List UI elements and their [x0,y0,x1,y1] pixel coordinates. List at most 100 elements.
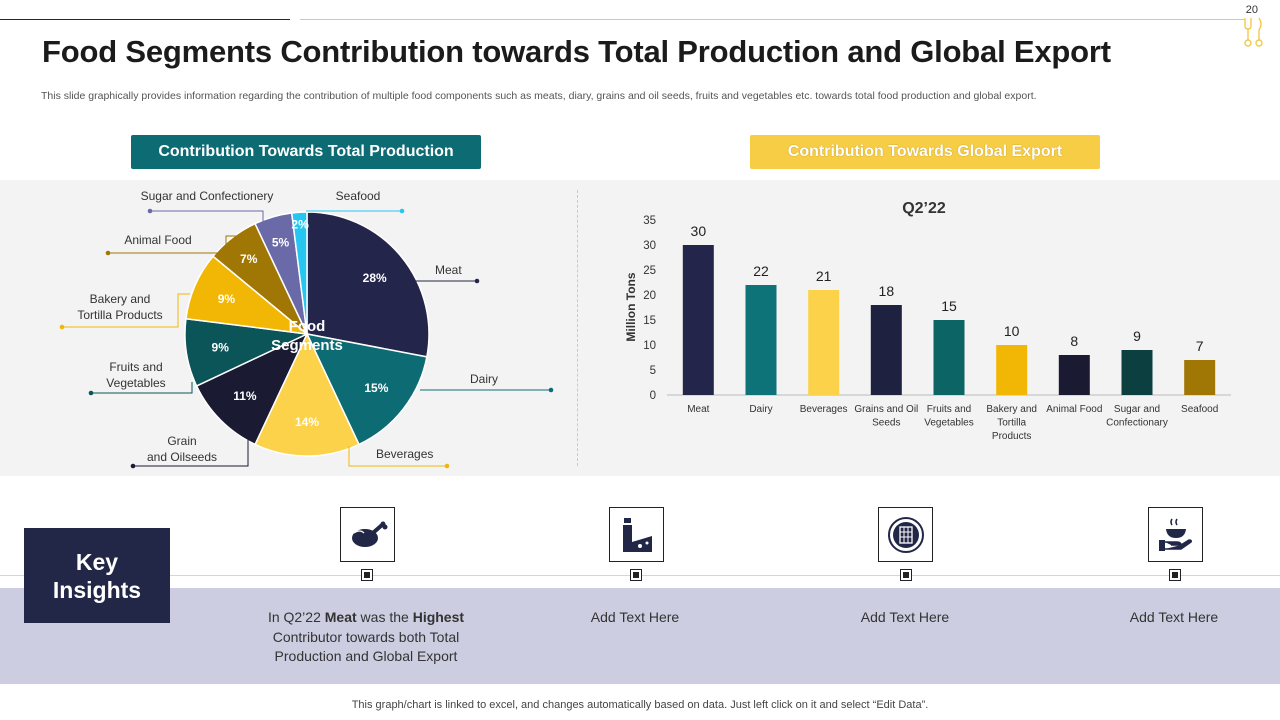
x-tick-label: Products [992,431,1031,442]
food-tin-icon-box [878,507,933,562]
insight-text-1[interactable]: In Q2’22 Meat was the Highest Contributor… [246,608,486,667]
hand-serving-icon-box [1148,507,1203,562]
pie-leader-line [348,446,447,467]
bar-sugar-and-confectionary[interactable] [1121,350,1153,395]
roast-chicken-icon [351,521,387,547]
pie-leader-line [108,235,237,254]
pie-slice-seafood[interactable] [290,211,308,335]
insight-emphasis: Meat [324,609,357,625]
x-tick-label: Bakery and [986,404,1037,415]
bar-seafood[interactable] [1184,360,1216,395]
insights-band [0,588,1280,684]
bar-beverages[interactable] [808,290,840,395]
pie-slice-beverages[interactable] [254,332,360,457]
bar-grains-and-oil-seeds[interactable] [870,305,902,395]
pie-slice-grain-and-oilseeds[interactable] [195,332,309,446]
y-tick-label: 15 [643,315,656,327]
insight-line: Add Text Here [515,608,755,628]
pie-category-label: Grain [167,434,196,448]
x-tick-label: Fruits and [927,404,971,415]
export-header: Contribution Towards Global Export [750,135,1100,169]
key-insights-line-2: Insights [52,576,142,603]
bar-fruits-and-vegetables[interactable] [933,320,965,395]
x-tick-label: Seafood [1181,404,1218,415]
page-subtitle: This slide graphically provides informat… [41,90,1037,102]
pie-percent-label: 11% [233,389,257,403]
pie-leader-dot [548,387,554,393]
pie-slice-meat[interactable] [306,211,430,358]
x-tick-label: Animal Food [1046,404,1102,415]
bar-value-label: 30 [691,223,707,239]
x-tick-label: Grains and Oil [854,404,918,415]
bar-bakery-and-tortilla-products[interactable] [996,345,1028,395]
key-insights-title: Key Insights [24,528,170,623]
bar-value-label: 8 [1070,333,1078,349]
roast-chicken-icon-box [340,507,395,562]
bar-value-label: 9 [1133,328,1141,344]
insight-line: Production and Global Export [246,647,486,667]
pie-leader-dot [59,324,65,330]
insight-segment: Add Text Here [1129,609,1219,625]
insight-text-3[interactable]: Add Text Here [785,608,1025,628]
bar-meat[interactable] [682,245,714,395]
insight-marker-2 [630,569,642,581]
key-insights-line-1: Key [75,548,119,575]
pie-leader-line [133,430,249,467]
pie-percent-label: 28% [363,271,387,285]
insight-segment: Add Text Here [860,609,950,625]
insight-segment: In Q2’22 [267,609,325,625]
y-tick-label: 10 [643,340,656,352]
pie-leader-dot [474,278,480,284]
insight-line: Add Text Here [1054,608,1280,628]
x-tick-label: Vegetables [924,418,974,429]
pie-category-label: Meat [435,263,462,277]
pie-slice-dairy[interactable] [305,332,428,446]
pie-leader-line [150,210,282,223]
production-header: Contribution Towards Total Production [131,135,481,169]
insight-segment: Production and Global Export [274,648,458,664]
pie-percent-label: 9% [212,341,230,355]
pie-leader-dot [105,250,111,256]
pie-category-label: Dairy [470,372,498,386]
insight-marker-3 [900,569,912,581]
pie-category-label: Tortilla Products [77,308,162,322]
insight-segment: was the [356,609,413,625]
bar-value-label: 18 [879,283,895,299]
pie-category-label: and Oilseeds [147,450,217,464]
insight-line: Add Text Here [785,608,1025,628]
pie-center-label: Segments [271,337,343,354]
bar-value-label: 22 [753,263,769,279]
bar-value-label: 10 [1004,323,1020,339]
insight-marker-1 [361,569,373,581]
pie-leader-dot [88,390,94,396]
pie-percent-label: 9% [218,292,236,306]
bar-dairy[interactable] [745,285,777,395]
pie-category-label: Sugar and Confectionery [141,189,274,203]
y-axis-label: Million Tons [624,272,638,341]
x-tick-label: Beverages [800,404,848,415]
bar-chart: Q2’22 0 5 10 15 20 25 30 35 Million Tons 30 Meat 22 D… [624,200,1231,442]
insight-segment: Add Text Here [590,609,680,625]
milk-cheese-icon [622,517,652,552]
x-tick-label: Seeds [872,418,900,429]
page-title: Food Segments Contribution towards Total… [42,34,1111,69]
pie-category-label: Seafood [336,189,381,203]
x-tick-label: Sugar and [1114,404,1160,415]
pie-percent-label: 7% [240,252,258,266]
insight-line: Contributor towards both Total [246,628,486,648]
pie-center-label: Food [289,318,326,335]
insight-line: In Q2’22 Meat was the Highest [246,608,486,628]
hand-serving-icon [1158,518,1192,551]
y-tick-label: 35 [643,215,656,227]
pie-percent-label: 5% [272,236,290,250]
pie-leader-dot [147,208,153,214]
pie-category-label: Vegetables [106,376,165,390]
insight-text-4[interactable]: Add Text Here [1054,608,1280,628]
pie-leader-dot [130,463,136,469]
pie-leader-dot [444,463,450,469]
top-rule-gold [300,19,1245,20]
insight-text-2[interactable]: Add Text Here [515,608,755,628]
x-tick-label: Meat [687,404,709,415]
bar-animal-food[interactable] [1058,355,1090,395]
